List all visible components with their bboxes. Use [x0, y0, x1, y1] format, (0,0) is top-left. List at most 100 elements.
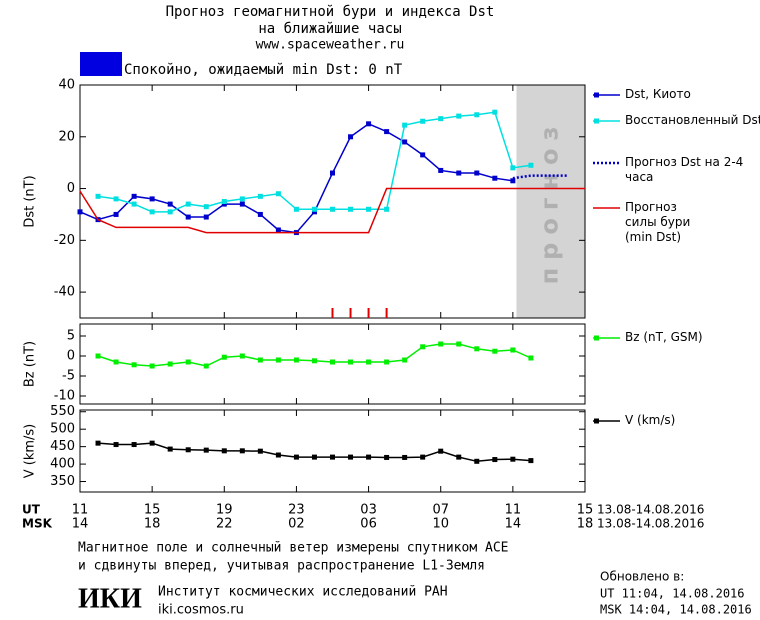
- y-tick-label: 0: [67, 349, 75, 364]
- data-point: [456, 170, 462, 176]
- data-point: [131, 193, 137, 199]
- legend-marker: [594, 418, 599, 424]
- plot-frame: [79, 323, 586, 405]
- date-range: 13.08-14.08.2016: [597, 517, 704, 531]
- x-tick-label-msk: 10: [432, 517, 449, 532]
- data-point: [474, 170, 480, 176]
- x-tick-label: 11: [72, 503, 89, 518]
- data-point: [492, 109, 498, 115]
- data-point: [185, 214, 191, 220]
- x-tick-label: 23: [288, 503, 305, 518]
- x-tick-label-msk: 14: [72, 517, 89, 532]
- logo: ИКИ: [78, 583, 142, 614]
- data-point: [456, 113, 462, 119]
- data-point: [149, 440, 155, 446]
- data-point: [330, 454, 335, 460]
- y-axis-label: V (km/s): [23, 424, 38, 479]
- data-point: [185, 359, 191, 365]
- data-point: [239, 353, 245, 359]
- data-point: [131, 442, 137, 448]
- data-point: [95, 193, 101, 199]
- data-point: [95, 353, 101, 359]
- y-tick-label: 40: [58, 78, 75, 93]
- data-point: [293, 206, 299, 212]
- legend-label: Прогноз силы бури (min Dst): [625, 200, 691, 244]
- data-point: [113, 359, 119, 365]
- note: Магнитное поле и солнечный ветер измерен…: [78, 541, 508, 556]
- data-point: [167, 201, 173, 207]
- x-tick-label-msk: 18: [144, 517, 161, 532]
- data-point: [293, 357, 299, 363]
- site: iki.cosmos.ru: [158, 603, 244, 618]
- data-point: [330, 206, 335, 212]
- data-point: [528, 162, 534, 168]
- updated: UT 11:04, 14.08.2016: [600, 587, 745, 601]
- plot-frame: [79, 84, 586, 319]
- data-point: [366, 121, 372, 127]
- data-point: [528, 355, 534, 361]
- data-point: [438, 116, 444, 122]
- y-tick-label: 20: [58, 129, 75, 144]
- data-point: [113, 211, 119, 217]
- data-point: [510, 347, 516, 353]
- y-tick-label: 400: [50, 457, 75, 472]
- data-point: [402, 139, 408, 145]
- institute: Институт космических исследований РАН: [158, 585, 448, 600]
- data-point: [239, 448, 245, 454]
- data-point: [456, 341, 462, 347]
- data-point: [348, 359, 354, 365]
- data-point: [311, 206, 317, 212]
- y-tick-label: -40: [54, 285, 75, 300]
- y-tick-label: 500: [50, 422, 75, 437]
- x-tick-label: 15: [577, 503, 594, 518]
- status-text: Спокойно, ожидаемый min Dst: 0 nT: [124, 62, 403, 78]
- data-point: [275, 227, 281, 233]
- data-point: [330, 170, 335, 176]
- data-point: [113, 196, 119, 202]
- data-point: [510, 456, 516, 462]
- data-point: [203, 363, 209, 369]
- data-point: [221, 201, 227, 207]
- data-point: [203, 214, 209, 220]
- data-point: [402, 454, 408, 460]
- x-tick-label: 07: [432, 503, 449, 518]
- data-point: [474, 458, 480, 464]
- legend-label: Восстановленный Dst: [625, 113, 760, 127]
- data-point: [113, 442, 119, 448]
- data-point: [203, 447, 209, 453]
- legend-label: Dst, Киото: [625, 87, 691, 101]
- data-point: [149, 209, 155, 215]
- y-axis-label: Bz (nT): [23, 341, 38, 387]
- x-tick-label: 19: [216, 503, 233, 518]
- x-row-label: UT: [22, 503, 41, 517]
- data-point: [257, 448, 263, 454]
- legend-marker: [594, 118, 599, 124]
- data-point: [366, 454, 372, 460]
- data-point: [257, 211, 263, 217]
- url: www.spaceweather.ru: [256, 38, 405, 53]
- updated: MSK 14:04, 14.08.2016: [600, 603, 752, 617]
- data-point: [366, 359, 372, 365]
- note: и сдвинуты вперед, учитывая распростране…: [78, 559, 485, 574]
- data-point: [348, 206, 354, 212]
- data-point: [221, 448, 227, 454]
- x-tick-label: 11: [505, 503, 522, 518]
- data-point: [221, 199, 227, 204]
- data-point: [77, 209, 83, 215]
- y-tick-label: 5: [67, 329, 75, 344]
- x-tick-label-msk: 02: [288, 517, 305, 532]
- data-point: [492, 457, 498, 463]
- x-tick-label-msk: 22: [216, 517, 233, 532]
- x-tick-label: 15: [144, 503, 161, 518]
- data-point: [167, 361, 173, 367]
- data-point: [438, 448, 444, 454]
- y-tick-label: -5: [62, 369, 75, 384]
- y-tick-label: 550: [50, 404, 75, 419]
- data-point: [384, 359, 390, 365]
- data-point: [474, 346, 480, 352]
- date-range: 13.08-14.08.2016: [597, 503, 704, 517]
- x-tick-label: 03: [360, 503, 377, 518]
- series-line: [512, 174, 567, 180]
